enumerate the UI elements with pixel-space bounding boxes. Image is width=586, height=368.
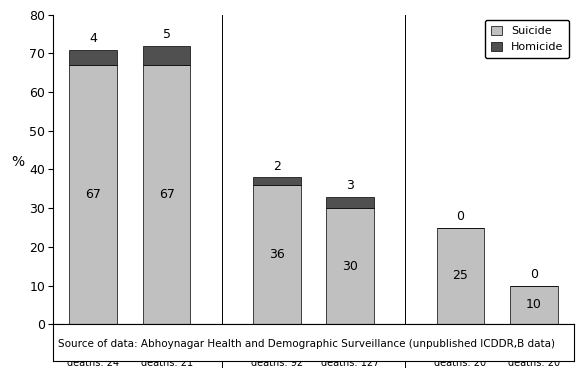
Bar [253, 177, 301, 185]
Text: 67: 67 [159, 188, 175, 201]
Text: 4: 4 [89, 32, 97, 45]
Text: 25: 25 [452, 269, 468, 282]
Bar [326, 197, 374, 208]
Text: 36: 36 [269, 248, 285, 261]
Text: 0: 0 [530, 268, 538, 281]
Text: 30: 30 [342, 260, 358, 273]
Text: 3: 3 [346, 179, 354, 192]
Bar [69, 50, 117, 65]
Y-axis label: %: % [12, 155, 25, 170]
Text: Source of data: Abhoynagar Health and Demographic Surveillance (unpublished ICDD: Source of data: Abhoynagar Health and De… [58, 339, 555, 349]
Bar [437, 227, 484, 324]
Text: 67: 67 [85, 188, 101, 201]
Text: 0: 0 [456, 210, 465, 223]
Bar [69, 65, 117, 324]
Text: 10: 10 [526, 298, 542, 311]
Text: 5: 5 [162, 28, 171, 41]
Bar [143, 65, 190, 324]
Bar [253, 185, 301, 324]
Text: 2: 2 [273, 160, 281, 173]
Bar [143, 46, 190, 65]
Bar [510, 286, 558, 324]
Bar [326, 208, 374, 324]
Legend: Suicide, Homicide: Suicide, Homicide [485, 20, 569, 58]
